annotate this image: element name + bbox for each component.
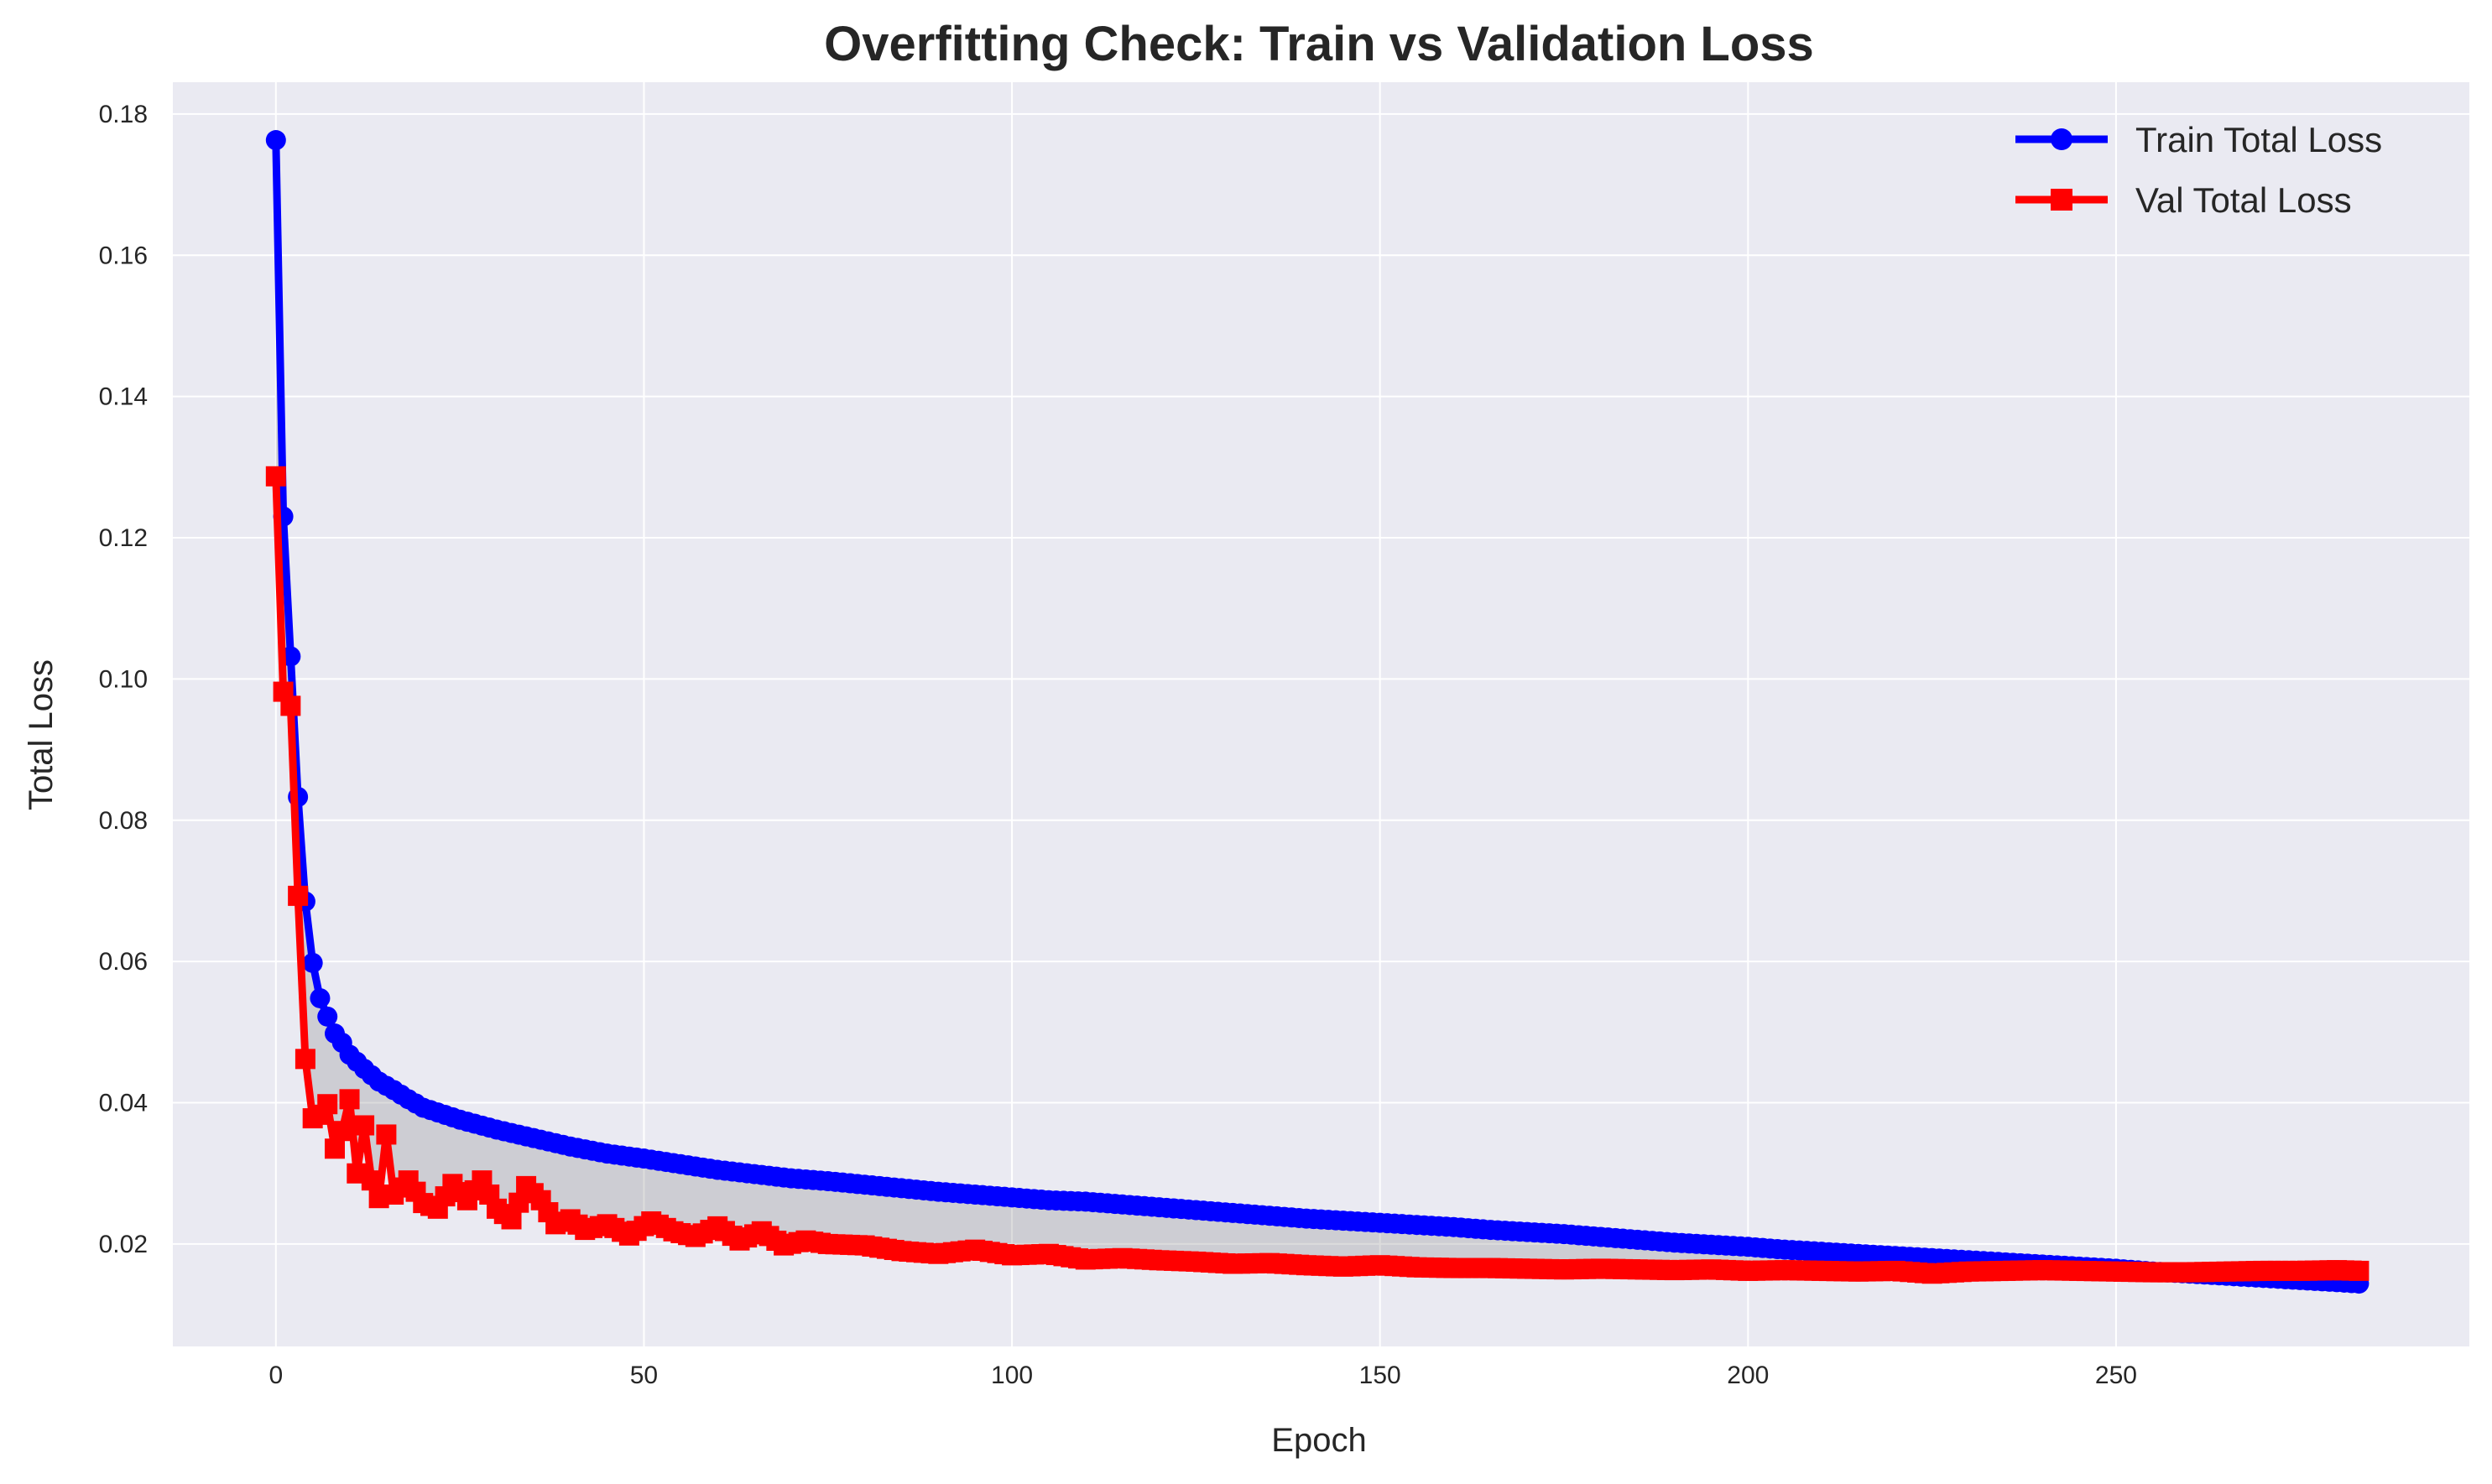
x-tick-label: 100 [991, 1362, 1033, 1389]
y-tick-label: 0.04 [99, 1090, 148, 1117]
series-layer [265, 130, 2369, 1294]
data-point-train [265, 130, 286, 151]
data-point-val [288, 885, 309, 906]
data-point-train [317, 1006, 338, 1027]
y-tick-label: 0.08 [99, 807, 148, 835]
y-tick-label: 0.14 [99, 383, 148, 411]
series-val [265, 466, 2369, 1284]
data-point-val [324, 1138, 345, 1159]
data-point-val [339, 1089, 360, 1110]
data-point-val [376, 1124, 397, 1145]
y-axis-label: Total Loss [23, 659, 60, 810]
data-point-val [265, 466, 286, 487]
y-tick-label: 0.16 [99, 242, 148, 269]
fill-between [275, 140, 2359, 1284]
legend-entry-train: Train Total Loss [2015, 120, 2382, 159]
data-point-train [310, 987, 331, 1008]
legend-train-marker [2051, 128, 2072, 150]
legend-entry-val: Val Total Loss [2015, 180, 2352, 220]
data-point-val [361, 1170, 382, 1191]
grid-lines [173, 82, 2469, 1346]
x-tick-label: 200 [1727, 1362, 1769, 1389]
x-tick-label: 50 [630, 1362, 658, 1389]
y-tick-label: 0.06 [99, 948, 148, 976]
data-point-val [2349, 1260, 2369, 1281]
x-tick-label: 150 [1359, 1362, 1401, 1389]
data-point-val [317, 1094, 338, 1115]
legend-train-label: Train Total Loss [2135, 120, 2382, 159]
x-tick-label: 250 [2095, 1362, 2137, 1389]
chart-title: Overfitting Check: Train vs Validation L… [824, 17, 1814, 71]
y-tick-label: 0.02 [99, 1231, 148, 1258]
y-tick-label: 0.18 [99, 101, 148, 128]
data-point-val [295, 1049, 315, 1070]
data-point-val [280, 695, 301, 716]
legend-val-marker [2051, 189, 2072, 211]
tick-labels: 0 50 100 150 200 250 0.02 0.04 0.06 0.08 0.10 0.12 0… [99, 101, 2137, 1389]
y-tick-label: 0.12 [99, 524, 148, 552]
data-point-val [354, 1115, 375, 1136]
data-point-val [331, 1121, 352, 1142]
data-point-train [302, 952, 323, 973]
x-tick-label: 0 [268, 1362, 283, 1389]
y-tick-label: 0.10 [99, 665, 148, 693]
fill-between-area [275, 140, 2359, 1284]
x-axis-label: Epoch [1271, 1422, 1366, 1459]
legend-val-label: Val Total Loss [2135, 180, 2352, 220]
legend: Train Total Loss Val Total Loss [2015, 120, 2382, 220]
